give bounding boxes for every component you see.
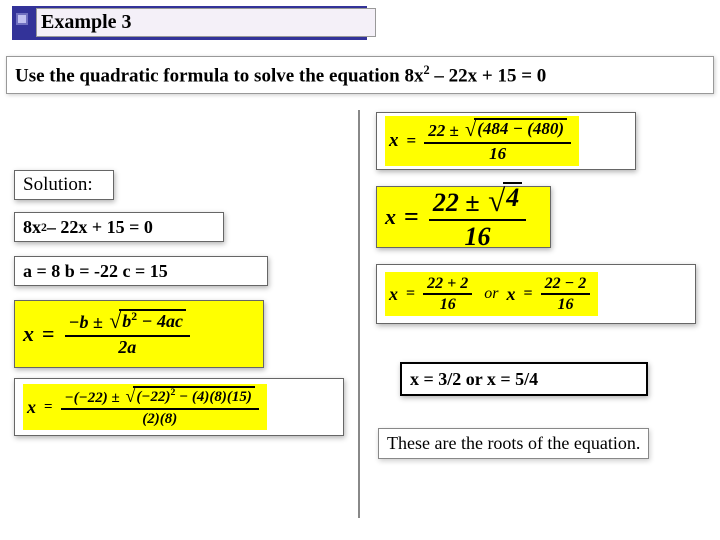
s3-or: or <box>484 285 498 303</box>
substituted-formula: x = −(−22) ± (−22)2 − (4)(8)(15) (2)(8) <box>14 378 344 436</box>
solution-label: Solution: <box>14 170 114 200</box>
sf-rad-rest: − (4)(8)(15) <box>175 389 252 405</box>
sf-x: x <box>27 397 36 418</box>
final-answers: x = 3/2 or x = 5/4 <box>400 362 648 396</box>
header-bullet-icon <box>16 13 28 25</box>
s3l-den: 16 <box>436 295 460 314</box>
s1-part1: 22 ± <box>428 121 463 140</box>
qf-x: x <box>23 321 34 347</box>
question-suffix: – 22x + 15 = 0 <box>430 65 547 86</box>
s3r-num: 22 − 2 <box>541 274 591 295</box>
qf-den: 2a <box>114 337 140 359</box>
sf-part1: −(−22) ± <box>65 390 124 406</box>
eq-part1: 8x <box>23 217 41 238</box>
s2-x: x <box>385 204 396 230</box>
qf-eq: = <box>42 321 55 347</box>
column-divider <box>358 110 360 518</box>
s3l-x: x <box>389 284 398 305</box>
question-text: Use the quadratic formula to solve the e… <box>6 56 714 94</box>
s1-den: 16 <box>485 144 510 164</box>
qf-rad-b: b <box>122 311 131 331</box>
qf-negb: −b ± <box>69 312 108 332</box>
example-title: Example 3 <box>36 8 376 37</box>
s3r-eq: = <box>523 285 532 303</box>
step-split: x = 22 + 2 16 or x = 22 − 2 16 <box>376 264 696 324</box>
qf-rad-rest: − 4ac <box>137 311 183 331</box>
s3l-eq: = <box>406 285 415 303</box>
eq-part2: – 22x + 15 = 0 <box>47 217 153 238</box>
s1-eq: = <box>407 131 417 151</box>
s3l-num: 22 + 2 <box>423 274 472 295</box>
s1-rad: (484 − (480) <box>474 118 567 138</box>
s3r-den: 16 <box>553 295 577 314</box>
step-sqrt4: x = 22 ± 4 16 <box>376 186 551 248</box>
quadratic-formula: x = −b ± b2 − 4ac 2a <box>14 300 264 368</box>
question-prefix: Use the quadratic formula to solve the e… <box>15 65 423 86</box>
sf-eq: = <box>44 399 53 416</box>
conclusion-text: These are the roots of the equation. <box>378 428 649 459</box>
s1-x: x <box>389 130 399 152</box>
s2-eq: = <box>404 202 419 232</box>
sf-rad: (−22) <box>136 389 170 405</box>
step-simplify-discriminant: x = 22 ± (484 − (480) 16 <box>376 112 636 170</box>
s2-rad: 4 <box>503 182 522 211</box>
coefficients: a = 8 b = -22 c = 15 <box>14 256 268 286</box>
s2-den: 16 <box>461 221 495 252</box>
s3r-x: x <box>506 284 515 305</box>
sf-den: (2)(8) <box>138 410 181 428</box>
original-equation: 8x2 – 22x + 15 = 0 <box>14 212 224 242</box>
s2-part1: 22 ± <box>433 188 486 217</box>
